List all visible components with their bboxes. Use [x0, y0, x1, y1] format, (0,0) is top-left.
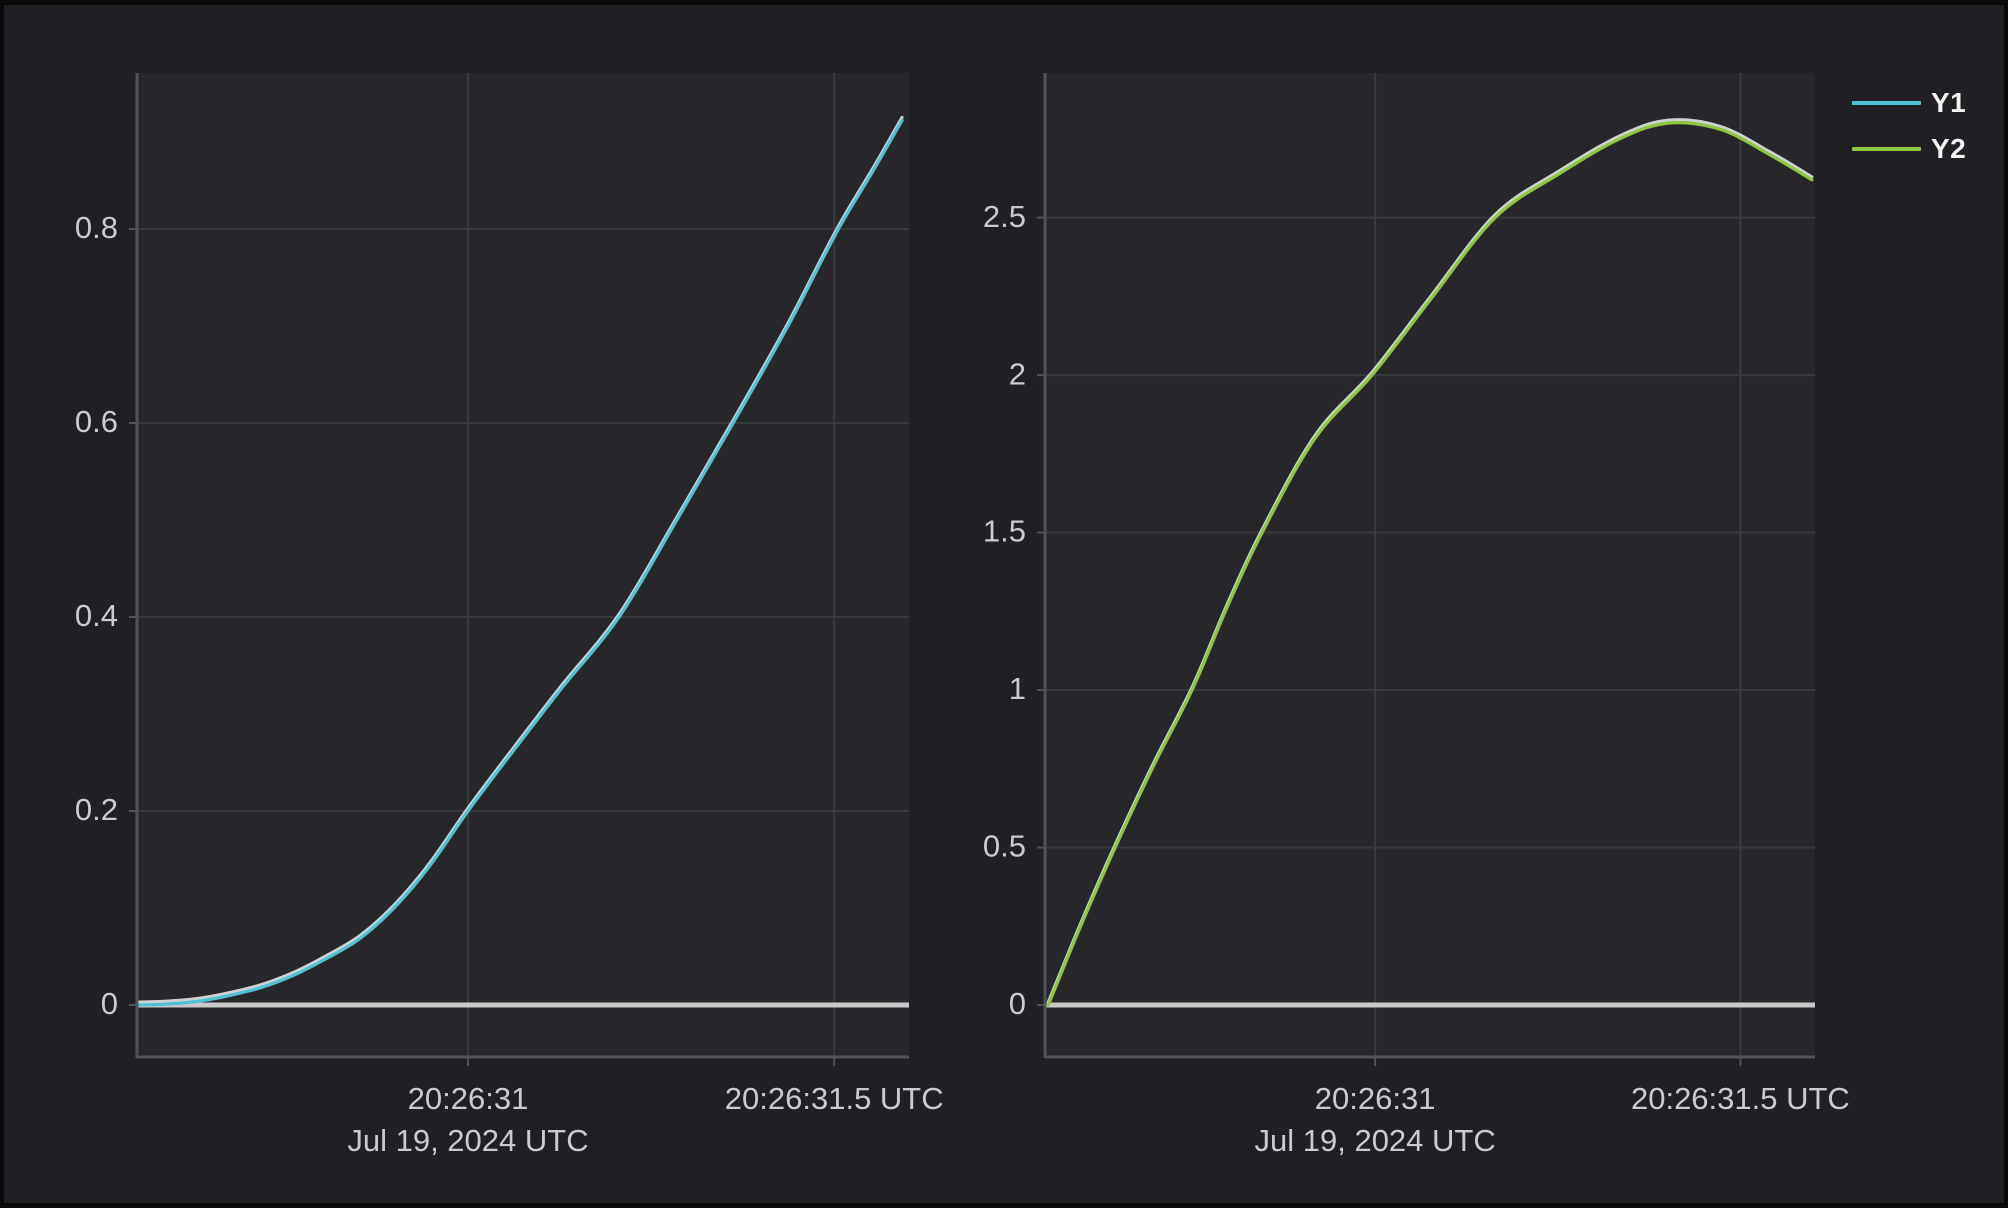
y2-line	[1046, 121, 1814, 1007]
y-tick-label: 1	[1009, 671, 1026, 706]
y-tick-label: 2	[1009, 356, 1026, 391]
y-tick-label: 0.2	[75, 792, 118, 827]
plot-area	[1046, 73, 1815, 1057]
y-tick-label: 0.5	[983, 829, 1026, 864]
y-tick-label: 0.6	[75, 404, 118, 439]
y-tick-label: 0	[1009, 986, 1026, 1021]
y2-legend-label: Y2	[1931, 132, 1967, 164]
x-tick-label: 20:26:31.5 UTC	[1631, 1081, 1850, 1116]
y-tick-label: 0	[101, 986, 118, 1021]
y-tick-label: 1.5	[983, 514, 1026, 549]
x-tick-label: 20:26:31	[408, 1081, 529, 1116]
x-tick-label: 20:26:31	[1315, 1081, 1436, 1116]
y-tick-label: 0.8	[75, 210, 118, 245]
subplot-2: 0 0.5 1 1.5 2 2.5 20:26:31 20:26:31.5 UTC Jul 19…	[983, 73, 1850, 1158]
plot-area	[138, 73, 909, 1057]
x-axis-date-label: Jul 19, 2024 UTC	[1255, 1123, 1496, 1158]
y-tick-label: 2.5	[983, 199, 1026, 234]
legend: Y1 Y2	[1852, 86, 1966, 165]
x-tick-label: 20:26:31.5 UTC	[725, 1081, 944, 1116]
x-axis-date-label: Jul 19, 2024 UTC	[347, 1123, 588, 1158]
y1-legend-label: Y1	[1931, 86, 1967, 118]
y-tick-label: 0.4	[75, 598, 118, 633]
legend-item-y2[interactable]: Y2	[1852, 132, 1966, 165]
y1-line	[136, 118, 904, 1007]
y1-line-swatch	[1852, 100, 1921, 105]
y2-line-swatch	[1852, 146, 1921, 151]
subplot-1: 0 0.2 0.4 0.6 0.8 20:26:31 20:26:31.5 UTC Jul 1…	[75, 73, 944, 1158]
legend-item-y1[interactable]: Y1	[1852, 86, 1966, 119]
